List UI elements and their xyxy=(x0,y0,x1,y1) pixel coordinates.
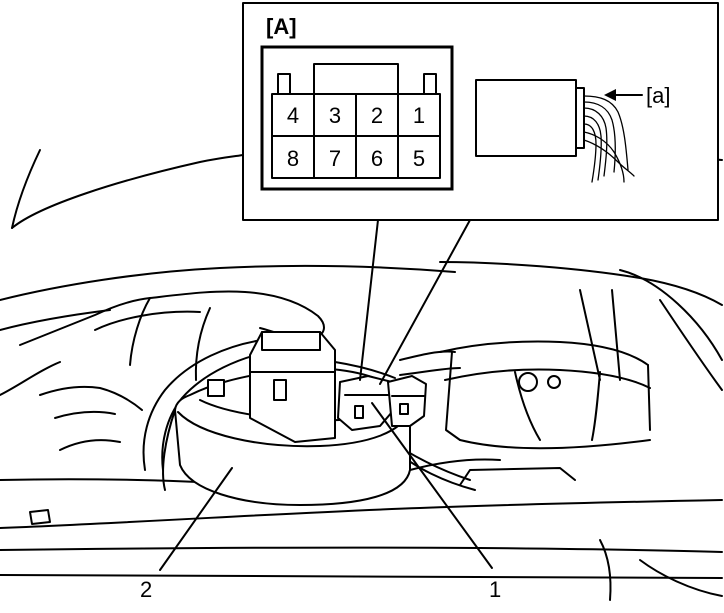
wire-label: [a] xyxy=(646,83,670,108)
pin-5: 5 xyxy=(413,146,425,171)
main-connector xyxy=(207,331,336,443)
pin-7: 7 xyxy=(329,146,341,171)
fairing-outline xyxy=(0,139,723,601)
pin-4: 4 xyxy=(287,103,299,128)
pin-8: 8 xyxy=(287,146,299,171)
wire-arrow xyxy=(604,89,643,101)
callout-part-1: 1 xyxy=(489,577,501,602)
inset-label: [A] xyxy=(266,14,297,39)
connector-face-diagram xyxy=(260,45,454,191)
pin-2: 2 xyxy=(371,103,383,128)
small-connectors xyxy=(337,375,427,431)
callout-leaders xyxy=(159,402,493,571)
pin-6: 6 xyxy=(371,146,383,171)
right-bracket xyxy=(409,269,723,486)
callout-part-2: 2 xyxy=(140,577,152,602)
pin-3: 3 xyxy=(329,103,341,128)
connector-side-view xyxy=(475,79,635,183)
pin-1: 1 xyxy=(413,103,425,128)
pin-number-grid: 4 3 2 1 8 7 6 5 xyxy=(287,103,425,171)
